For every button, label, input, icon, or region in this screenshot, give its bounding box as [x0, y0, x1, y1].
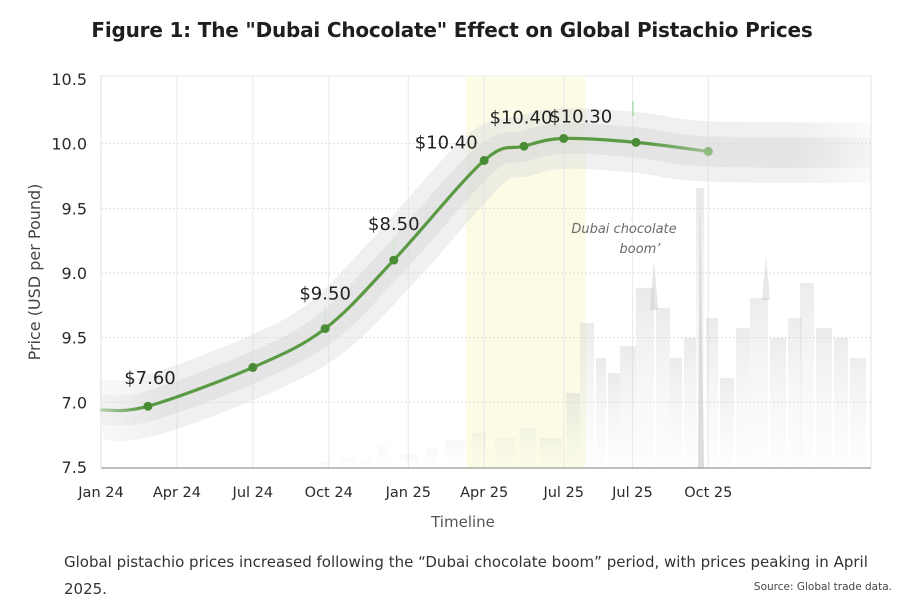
data-label: $10.40	[489, 107, 552, 128]
data-label: $10.40	[415, 132, 478, 153]
data-point	[143, 401, 153, 411]
skyline-building	[720, 378, 734, 468]
skyline-building	[850, 358, 866, 468]
y-axis-title: Price (USD per Pound)	[25, 184, 44, 361]
skyline-building	[608, 373, 620, 468]
x-tick-label: Jul 25	[542, 485, 584, 501]
skyline-building	[750, 298, 768, 468]
x-tick-label: Oct 24	[305, 485, 353, 501]
x-tick-label: Oct 25	[684, 485, 732, 501]
data-point	[479, 155, 489, 165]
data-point	[703, 146, 713, 156]
skyline-building	[340, 458, 354, 468]
data-label: $7.60	[124, 368, 176, 389]
y-tick-label: 10.5	[51, 70, 87, 89]
y-tick-label: 7.5	[62, 458, 87, 477]
skyline-building	[596, 358, 606, 468]
burj-khalifa-spire	[698, 185, 704, 468]
y-tick-label: 7.0	[62, 393, 87, 412]
x-tick-label: Jul 25	[611, 485, 653, 501]
skyline-building	[788, 318, 802, 468]
skyline-building	[520, 428, 536, 468]
skyline-building	[378, 446, 388, 468]
x-tick-label: Jul 24	[232, 485, 274, 501]
annotation-line-1: Dubai chocolate	[571, 222, 676, 237]
data-point	[631, 137, 641, 147]
y-tick-label: 9.0	[62, 264, 87, 283]
x-tick-label: Apr 24	[153, 485, 201, 501]
y-tick-label: 9.5	[62, 329, 87, 348]
figure-title: Figure 1: The "Dubai Chocolate" Effect o…	[91, 18, 813, 42]
data-point	[559, 133, 569, 143]
skyline-building	[636, 288, 654, 468]
series-line	[99, 136, 710, 413]
annotation-line-2: boom’	[620, 242, 662, 257]
data-label: $8.50	[368, 214, 420, 235]
skyline-building	[445, 440, 465, 468]
y-tick-label: 9.5	[62, 199, 87, 218]
skyline-building	[834, 338, 848, 468]
data-point	[389, 255, 399, 265]
skyline-building	[736, 328, 750, 468]
x-tick-label: Jan 25	[385, 485, 431, 501]
x-axis-title: Timeline	[430, 513, 495, 531]
skyline-building	[566, 393, 580, 468]
dubai-skyline-illustration	[320, 185, 866, 468]
skyline-building	[706, 318, 718, 468]
skyline-building	[770, 338, 786, 468]
skyline-building	[360, 460, 372, 468]
skyline-building	[800, 283, 814, 468]
data-point	[248, 362, 258, 372]
data-label: $9.50	[299, 284, 351, 305]
skyline-building	[816, 328, 832, 468]
data-point	[320, 324, 330, 334]
skyline-building	[400, 454, 418, 468]
y-tick-label: 10.0	[51, 135, 87, 154]
skyline-building	[540, 438, 562, 468]
figure-caption: Global pistachio prices increased follow…	[64, 553, 868, 598]
skyline-building	[580, 323, 594, 468]
data-label: $10.30	[549, 106, 612, 127]
skyline-building	[425, 448, 437, 468]
x-tick-label: Jan 24	[77, 485, 123, 501]
skyline-building	[656, 308, 670, 468]
skyline-building	[472, 433, 486, 468]
tower-spire	[650, 260, 658, 310]
tower-spire	[762, 255, 770, 300]
skyline-building	[620, 346, 636, 468]
x-tick-label: Apr 25	[460, 485, 508, 501]
data-point	[519, 141, 529, 151]
skyline-building	[670, 358, 682, 468]
skyline-building	[495, 438, 515, 468]
skyline-building	[684, 338, 696, 468]
source-note: Source: Global trade data.	[753, 581, 892, 593]
skyline-building	[320, 462, 330, 468]
